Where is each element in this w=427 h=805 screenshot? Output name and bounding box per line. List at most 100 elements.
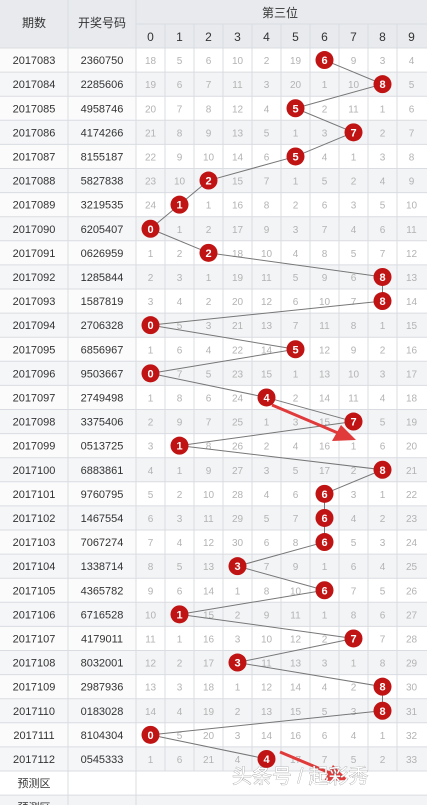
miss-count: 4 — [206, 345, 212, 356]
miss-count: 4 — [351, 731, 357, 742]
miss-count: 2 — [264, 56, 270, 67]
value-ball-label: 8 — [379, 465, 385, 477]
miss-count: 13 — [406, 273, 418, 284]
value-ball-label: 8 — [379, 79, 385, 91]
miss-count: 4 — [351, 225, 357, 236]
miss-count: 16 — [232, 201, 244, 212]
miss-count: 8 — [380, 659, 386, 670]
miss-count: 7 — [380, 249, 386, 260]
miss-count: 14 — [290, 683, 302, 694]
value-ball-label: 1 — [176, 609, 182, 621]
value-ball-label: 2 — [205, 176, 211, 188]
value-ball-label: 6 — [321, 55, 327, 67]
miss-count: 1 — [351, 442, 357, 453]
code-label: 1587819 — [81, 296, 124, 308]
miss-count: 4 — [322, 683, 328, 694]
miss-count: 1 — [322, 80, 328, 91]
value-ball-label: 8 — [379, 296, 385, 308]
issue-label: 2017092 — [13, 272, 56, 284]
trend-segment — [237, 637, 354, 664]
miss-count: 5 — [380, 586, 386, 597]
miss-count: 10 — [290, 586, 302, 597]
miss-count: 1 — [177, 634, 183, 645]
miss-count: 7 — [293, 514, 299, 525]
miss-count: 13 — [261, 707, 273, 718]
miss-count: 1 — [206, 201, 212, 212]
miss-count: 18 — [145, 56, 157, 67]
column-header-1: 1 — [176, 30, 183, 44]
value-ball — [170, 436, 189, 455]
value-ball — [170, 605, 189, 624]
header-code: 开奖号码 — [78, 16, 126, 30]
trend-segment — [266, 396, 354, 423]
miss-count: 7 — [322, 755, 328, 766]
miss-count: 6 — [380, 610, 386, 621]
miss-count: 1 — [380, 321, 386, 332]
miss-count: 6 — [264, 538, 270, 549]
value-ball-label: 6 — [321, 585, 327, 597]
miss-count: 24 — [232, 393, 244, 404]
miss-count: 8 — [351, 610, 357, 621]
miss-count: 4 — [380, 562, 386, 573]
miss-count: 8 — [409, 152, 415, 163]
trend-segment — [324, 59, 383, 85]
miss-count: 8 — [206, 104, 212, 115]
footer-label: 预测区 — [18, 801, 51, 805]
miss-count: 10 — [261, 634, 273, 645]
miss-count: 6 — [177, 755, 183, 766]
trend-lines — [150, 59, 383, 760]
miss-count: 13 — [319, 369, 331, 380]
issue-label: 2017086 — [13, 127, 56, 139]
code-label: 1338714 — [81, 561, 124, 573]
miss-count: 4 — [264, 104, 270, 115]
miss-count: 2 — [177, 249, 183, 260]
code-label: 7067274 — [81, 537, 124, 549]
miss-count: 3 — [177, 514, 183, 525]
miss-count: 1 — [351, 152, 357, 163]
miss-count: 10 — [232, 56, 244, 67]
trend-segment — [295, 107, 354, 133]
miss-count: 15 — [319, 418, 331, 429]
miss-count: 29 — [232, 514, 244, 525]
miss-count: 4 — [264, 490, 270, 501]
miss-count: 24 — [145, 201, 157, 212]
miss-count: 5 — [322, 177, 328, 188]
miss-count: 2 — [380, 755, 386, 766]
column-header-7: 7 — [350, 30, 357, 44]
code-label: 1467554 — [81, 513, 124, 525]
miss-count: 1 — [148, 345, 154, 356]
value-ball-label: 3 — [234, 658, 240, 670]
miss-count: 5 — [264, 128, 270, 139]
miss-count: 5 — [206, 369, 212, 380]
miss-count: 4 — [409, 56, 415, 67]
code-label: 6883861 — [81, 465, 124, 477]
miss-count: 3 — [380, 56, 386, 67]
footer-label: 预测区 — [18, 777, 51, 790]
miss-count: 1 — [264, 418, 270, 429]
miss-count: 2 — [206, 225, 212, 236]
miss-count: 12 — [319, 345, 331, 356]
miss-count: 3 — [322, 659, 328, 670]
issue-label: 2017096 — [13, 368, 56, 380]
miss-count: 10 — [174, 177, 186, 188]
miss-count: 14 — [203, 586, 215, 597]
miss-count: 10 — [348, 80, 360, 91]
miss-count: 7 — [409, 128, 415, 139]
value-ball — [315, 533, 334, 552]
trend-segment — [179, 445, 383, 471]
miss-count: 6 — [206, 56, 212, 67]
miss-count: 19 — [232, 273, 244, 284]
miss-count: 12 — [232, 104, 244, 115]
miss-count: 3 — [235, 731, 241, 742]
miss-count: 2 — [322, 634, 328, 645]
miss-count: 13 — [232, 128, 244, 139]
code-label: 2285606 — [81, 79, 124, 91]
code-label: 3219535 — [81, 200, 124, 212]
value-ball-label: 4 — [263, 392, 270, 404]
miss-count: 11 — [145, 634, 156, 645]
miss-count: 19 — [203, 707, 215, 718]
issue-label: 2017087 — [13, 151, 56, 163]
miss-count: 7 — [380, 634, 386, 645]
miss-count: 7 — [293, 321, 299, 332]
column-header-2: 2 — [205, 30, 212, 44]
